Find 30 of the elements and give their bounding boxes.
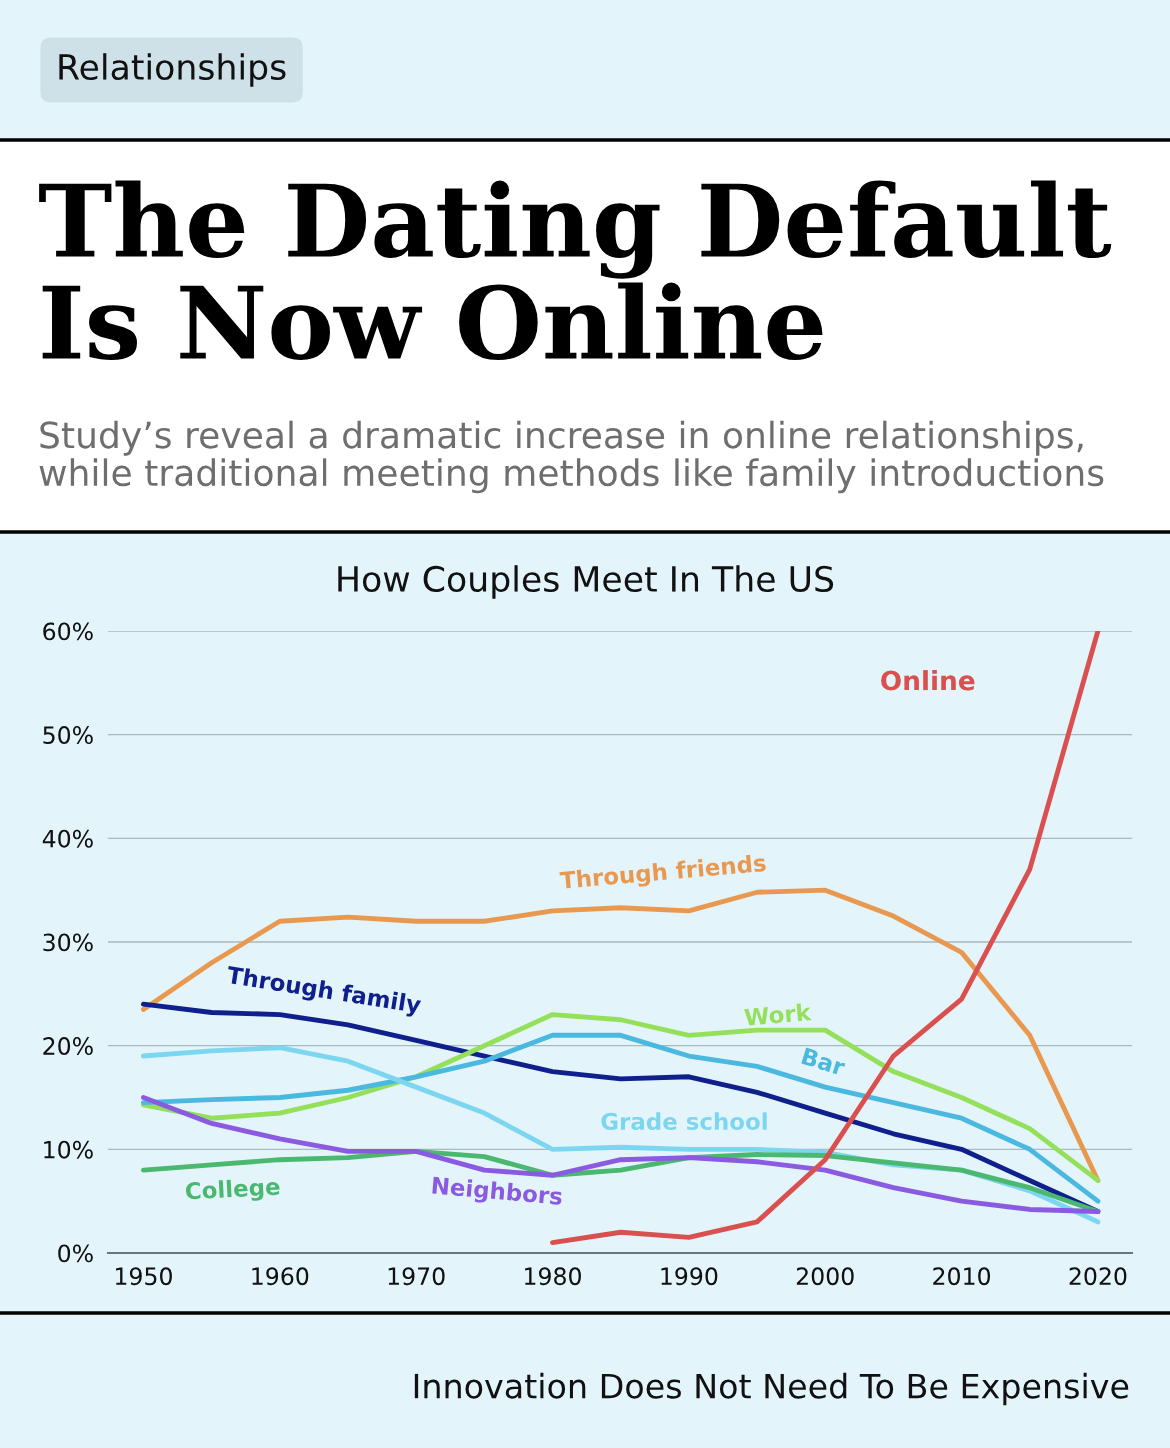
series-label: Through friends bbox=[559, 853, 767, 894]
x-tick-label: 1990 bbox=[661, 1267, 718, 1286]
y-tick-label: 60% bbox=[43, 622, 93, 641]
y-tick-label: 10% bbox=[44, 1140, 93, 1159]
x-tick-label: 2010 bbox=[933, 1267, 991, 1286]
x-tick-label: 1950 bbox=[116, 1267, 172, 1286]
x-tick-label: 1960 bbox=[252, 1267, 309, 1286]
chart-subtitle: Study’s reveal a dramatic increase in online relationships, while traditional meeting methods like family introductions bbox=[39, 420, 1104, 494]
series-label: Work bbox=[744, 1002, 812, 1027]
text: Bar bbox=[801, 1047, 847, 1077]
line-series bbox=[141, 1032, 1101, 1204]
text: Relationships bbox=[59, 53, 286, 87]
x-tick-label: 2000 bbox=[796, 1267, 854, 1286]
chart-title: The Dating Default Is Now Online bbox=[39, 180, 1112, 361]
line-series bbox=[141, 1095, 1101, 1214]
text: Online bbox=[881, 670, 975, 691]
y-tick-label: 30% bbox=[43, 933, 93, 952]
text: Innovation Does Not Need To Be Expensive bbox=[414, 1372, 1129, 1406]
y-tick-label: 20% bbox=[43, 1037, 93, 1055]
series-label: Neighbors bbox=[431, 1176, 563, 1210]
y-tick-label: 40% bbox=[42, 829, 93, 848]
series-label: Grade school bbox=[601, 1112, 767, 1131]
x-tick-label: 1980 bbox=[525, 1267, 581, 1286]
x-tick-label: 1970 bbox=[388, 1267, 445, 1286]
text: How Couples Meet In The US bbox=[338, 565, 834, 599]
x-tick-label: 2020 bbox=[1069, 1267, 1127, 1286]
series-label: College bbox=[185, 1177, 281, 1205]
y-tick-label: 0% bbox=[58, 1244, 93, 1263]
text: Through family bbox=[225, 965, 422, 1019]
y-tick-label: 50% bbox=[43, 726, 93, 744]
